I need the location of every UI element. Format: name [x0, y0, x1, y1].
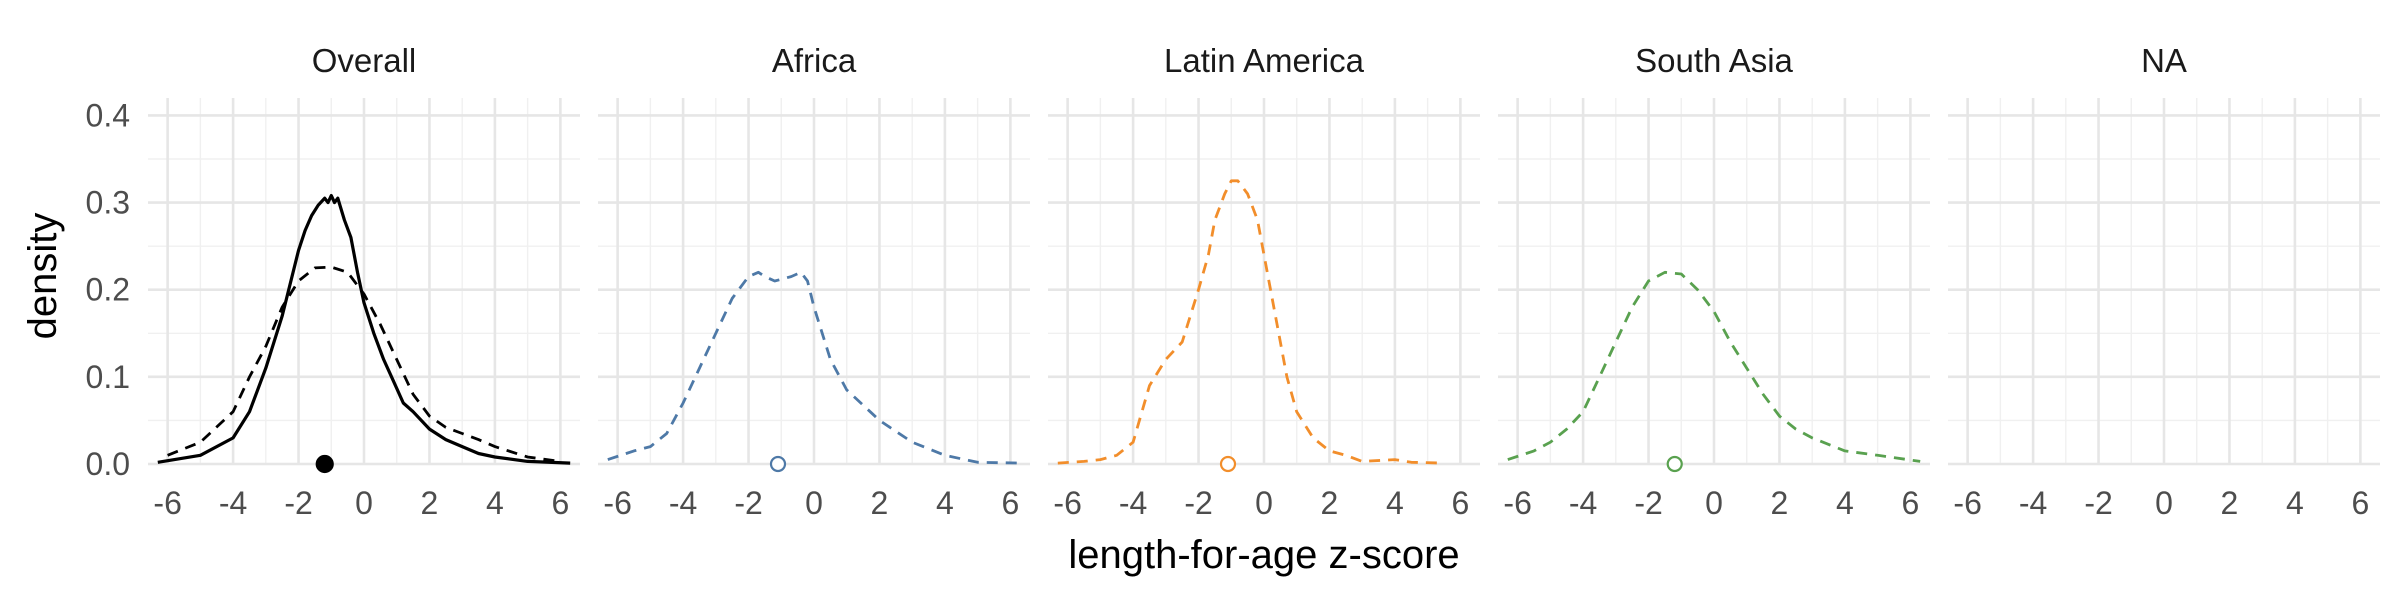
- median-point: [769, 455, 787, 473]
- x-tick-label: 6: [1451, 485, 1469, 521]
- density-line-dashed: [1057, 179, 1445, 465]
- gridlines: [148, 98, 580, 466]
- x-tick-label: 6: [1001, 485, 1019, 521]
- gridlines: [1498, 98, 1930, 466]
- x-tick-label: -2: [2084, 485, 2112, 521]
- x-tick-label: 0: [1705, 485, 1723, 521]
- x-tick-label: 4: [1386, 485, 1404, 521]
- x-tick-label: 2: [2221, 485, 2239, 521]
- facet-panel: Overall -6 -4 -2 0 2 4 6: [148, 42, 580, 521]
- density-line-solid: [157, 194, 571, 465]
- x-tick-label: 0: [805, 485, 823, 521]
- x-tick-label: -4: [1119, 485, 1147, 521]
- facet-title: Latin America: [1164, 42, 1365, 79]
- density-line-dashed: [167, 265, 561, 463]
- x-tick-label: 4: [1836, 485, 1854, 521]
- x-tick-label: -6: [1953, 485, 1981, 521]
- x-tick-label: 4: [2286, 485, 2304, 521]
- x-tick-label: 2: [871, 485, 889, 521]
- x-tick-label: -2: [1184, 485, 1212, 521]
- x-tick-label: 0: [2155, 485, 2173, 521]
- x-tick-label: 2: [421, 485, 439, 521]
- y-tick-label: 0.3: [86, 185, 130, 221]
- x-tick-label: 2: [1321, 485, 1339, 521]
- x-tick-label: 4: [936, 485, 954, 521]
- x-tick-label: -2: [1634, 485, 1662, 521]
- facet-title: Africa: [772, 42, 857, 79]
- x-tick-label: -4: [669, 485, 697, 521]
- x-tick-label: -2: [734, 485, 762, 521]
- x-axis-title: length-for-age z-score: [1068, 533, 1459, 577]
- y-tick-label: 0.0: [86, 446, 130, 482]
- y-axis-title: density: [21, 213, 65, 340]
- facet-panel: NA -6 -4 -2 0 2 4 6: [1948, 42, 2380, 521]
- facet-panel: Africa -6 -4 -2 0 2 4 6: [598, 42, 1030, 521]
- gridlines: [1048, 98, 1480, 466]
- facet-title: Overall: [312, 42, 417, 79]
- x-tick-label: 6: [551, 485, 569, 521]
- y-tick-label: 0.1: [86, 359, 130, 395]
- gridlines: [1948, 98, 2380, 466]
- y-tick-label: 0.4: [86, 97, 130, 133]
- x-tick-label: 2: [1771, 485, 1789, 521]
- x-tick-label: 6: [2351, 485, 2369, 521]
- median-point: [315, 454, 334, 474]
- x-tick-label: -2: [284, 485, 312, 521]
- facet-panel: Latin America -6 -4 -2 0 2 4 6: [1048, 42, 1480, 521]
- x-tick-label: -4: [1569, 485, 1597, 521]
- density-line-dashed: [1507, 270, 1921, 463]
- x-tick-label: 6: [1901, 485, 1919, 521]
- density-line-dashed: [607, 270, 1021, 465]
- facet-title: South Asia: [1635, 42, 1793, 79]
- x-tick-label: 4: [486, 485, 504, 521]
- x-tick-label: -6: [1503, 485, 1531, 521]
- x-tick-label: -4: [2019, 485, 2047, 521]
- facet-panel: South Asia -6 -4 -2 0 2 4 6: [1498, 42, 1930, 521]
- x-tick-label: 0: [355, 485, 373, 521]
- median-point: [1219, 455, 1237, 473]
- facet-title: NA: [2141, 42, 2187, 79]
- y-tick-label: 0.2: [86, 272, 130, 308]
- x-tick-label: -4: [219, 485, 247, 521]
- x-tick-label: -6: [603, 485, 631, 521]
- gridlines: [598, 98, 1030, 466]
- median-point: [1666, 455, 1683, 473]
- x-tick-label: 0: [1255, 485, 1273, 521]
- x-tick-label: -6: [153, 485, 181, 521]
- x-tick-label: -6: [1053, 485, 1081, 521]
- y-axis: 0.0 0.1 0.2 0.3 0.4: [86, 97, 130, 482]
